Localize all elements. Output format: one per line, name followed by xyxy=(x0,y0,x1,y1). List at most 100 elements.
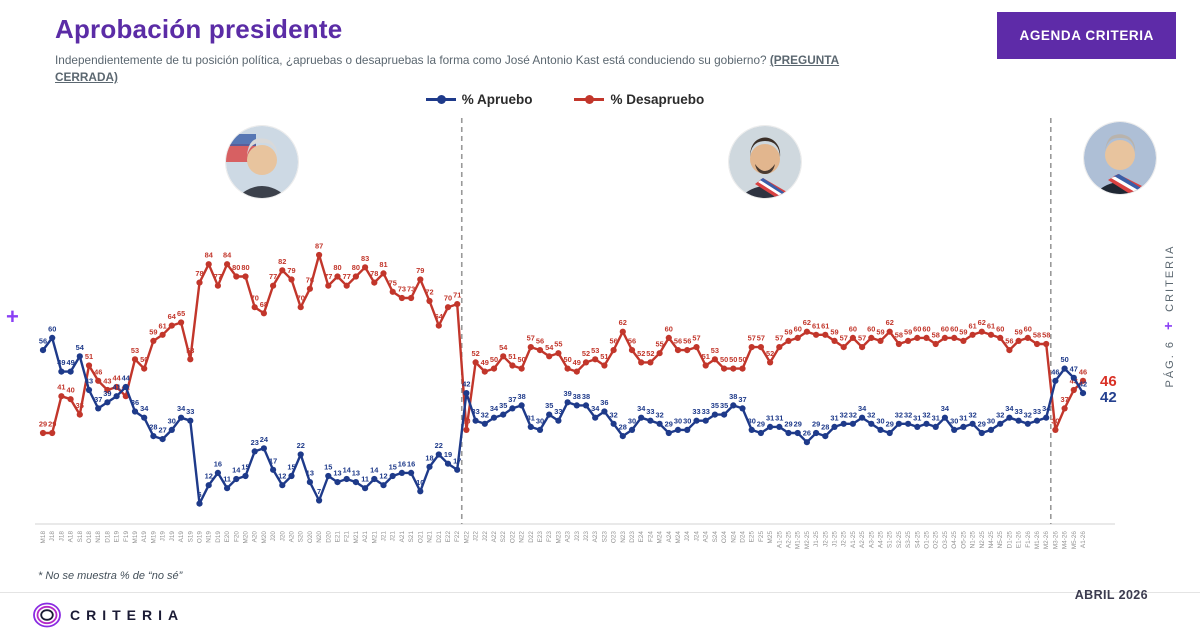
svg-text:57: 57 xyxy=(748,334,756,343)
svg-text:30: 30 xyxy=(462,416,470,425)
svg-text:56: 56 xyxy=(1005,337,1013,346)
svg-text:38: 38 xyxy=(729,392,737,401)
svg-text:60: 60 xyxy=(1024,324,1032,333)
svg-text:50: 50 xyxy=(729,355,737,364)
svg-text:32: 32 xyxy=(904,410,912,419)
plus-decoration-left: + xyxy=(6,304,19,329)
svg-text:29: 29 xyxy=(39,420,47,429)
svg-text:79: 79 xyxy=(287,266,295,275)
svg-text:79: 79 xyxy=(416,266,424,275)
svg-text:31: 31 xyxy=(527,413,535,422)
svg-text:54: 54 xyxy=(76,343,85,352)
svg-text:29: 29 xyxy=(665,420,673,429)
svg-text:68: 68 xyxy=(260,300,268,309)
svg-text:E21: E21 xyxy=(335,531,342,543)
approval-chart-svg: M18 J18 J18 A18 S18 O18 N18 D18 E19 F19 M19 A19 M19 J… xyxy=(35,118,1117,550)
svg-text:O20: O20 xyxy=(307,531,314,544)
svg-text:A21: A21 xyxy=(362,531,369,543)
svg-text:34: 34 xyxy=(1042,404,1051,413)
apruebo-line-icon xyxy=(425,95,456,104)
svg-text:31: 31 xyxy=(959,413,967,422)
side-plus-icon: + xyxy=(1160,321,1176,331)
svg-text:80: 80 xyxy=(232,263,240,272)
svg-text:D1-25: D1-25 xyxy=(1006,531,1013,549)
svg-text:60: 60 xyxy=(849,324,857,333)
svg-text:J23: J23 xyxy=(583,531,590,542)
svg-text:46: 46 xyxy=(94,367,102,376)
svg-text:49: 49 xyxy=(57,358,65,367)
svg-text:80: 80 xyxy=(241,263,249,272)
svg-text:30: 30 xyxy=(168,416,176,425)
svg-text:30: 30 xyxy=(987,416,995,425)
svg-text:42: 42 xyxy=(1079,380,1087,389)
svg-text:35: 35 xyxy=(720,401,728,410)
svg-text:70: 70 xyxy=(297,294,305,303)
svg-text:51: 51 xyxy=(508,352,516,361)
svg-text:N4-25: N4-25 xyxy=(988,531,995,549)
svg-text:S2-25: S2-25 xyxy=(896,531,903,548)
svg-text:62: 62 xyxy=(886,318,894,327)
svg-text:42: 42 xyxy=(1100,389,1117,406)
svg-text:N24: N24 xyxy=(730,531,737,543)
svg-text:38: 38 xyxy=(582,392,590,401)
svg-text:18: 18 xyxy=(425,453,433,462)
svg-text:M3-26: M3-26 xyxy=(1052,531,1059,550)
svg-text:32: 32 xyxy=(996,410,1004,419)
svg-text:84: 84 xyxy=(205,251,214,260)
svg-text:32: 32 xyxy=(481,410,489,419)
svg-text:11: 11 xyxy=(361,475,369,484)
svg-text:64: 64 xyxy=(435,312,444,321)
svg-text:N1-25: N1-25 xyxy=(970,531,977,549)
svg-text:59: 59 xyxy=(830,327,838,336)
survey-question-text: Independientemente de tu posición políti… xyxy=(55,53,767,67)
side-page-label: PÁG. 6 + CRITERIA xyxy=(1160,216,1176,416)
svg-text:39: 39 xyxy=(103,389,111,398)
svg-text:M18: M18 xyxy=(40,531,47,544)
svg-text:84: 84 xyxy=(223,251,232,260)
svg-text:J19: J19 xyxy=(169,531,176,542)
svg-text:49: 49 xyxy=(66,358,74,367)
svg-text:24: 24 xyxy=(260,435,269,444)
svg-text:57: 57 xyxy=(858,334,866,343)
svg-text:E25: E25 xyxy=(749,531,756,543)
svg-text:60: 60 xyxy=(913,324,921,333)
svg-text:50: 50 xyxy=(738,355,746,364)
svg-text:30: 30 xyxy=(1051,416,1059,425)
svg-text:32: 32 xyxy=(609,410,617,419)
svg-text:S4-25: S4-25 xyxy=(914,531,921,548)
svg-text:57: 57 xyxy=(757,334,765,343)
svg-text:14: 14 xyxy=(343,466,352,475)
svg-text:16: 16 xyxy=(398,459,406,468)
svg-text:57: 57 xyxy=(692,334,700,343)
svg-text:52: 52 xyxy=(637,349,645,358)
svg-text:15: 15 xyxy=(241,463,249,472)
svg-text:71: 71 xyxy=(453,291,461,300)
svg-text:13: 13 xyxy=(306,469,314,478)
svg-text:56: 56 xyxy=(536,337,544,346)
svg-text:40: 40 xyxy=(66,386,74,395)
svg-text:32: 32 xyxy=(655,410,663,419)
svg-text:51: 51 xyxy=(702,352,710,361)
svg-text:77: 77 xyxy=(343,272,351,281)
legend-desapruebo-label: % Desapruebo xyxy=(610,92,705,107)
svg-text:62: 62 xyxy=(803,318,811,327)
svg-text:O21: O21 xyxy=(417,531,424,544)
survey-question: Independientemente de tu posición políti… xyxy=(55,52,885,86)
agenda-criteria-badge[interactable]: AGENDA CRITERIA xyxy=(997,12,1176,59)
svg-text:70: 70 xyxy=(444,294,452,303)
president-3-avatar xyxy=(1084,122,1156,194)
svg-text:52: 52 xyxy=(582,349,590,358)
svg-text:60: 60 xyxy=(665,324,673,333)
svg-text:33: 33 xyxy=(1014,407,1022,416)
criteria-logo-icon xyxy=(33,602,61,628)
svg-text:M5-26: M5-26 xyxy=(1071,531,1078,550)
svg-text:52: 52 xyxy=(646,349,654,358)
svg-text:38: 38 xyxy=(573,392,581,401)
svg-text:S22: S22 xyxy=(500,531,507,543)
president-2-avatar xyxy=(729,126,801,198)
svg-text:A1-25: A1-25 xyxy=(776,531,783,548)
svg-text:S1-25: S1-25 xyxy=(887,531,894,548)
svg-text:J23: J23 xyxy=(574,531,581,542)
svg-text:30: 30 xyxy=(748,416,756,425)
svg-text:M22: M22 xyxy=(463,531,470,544)
